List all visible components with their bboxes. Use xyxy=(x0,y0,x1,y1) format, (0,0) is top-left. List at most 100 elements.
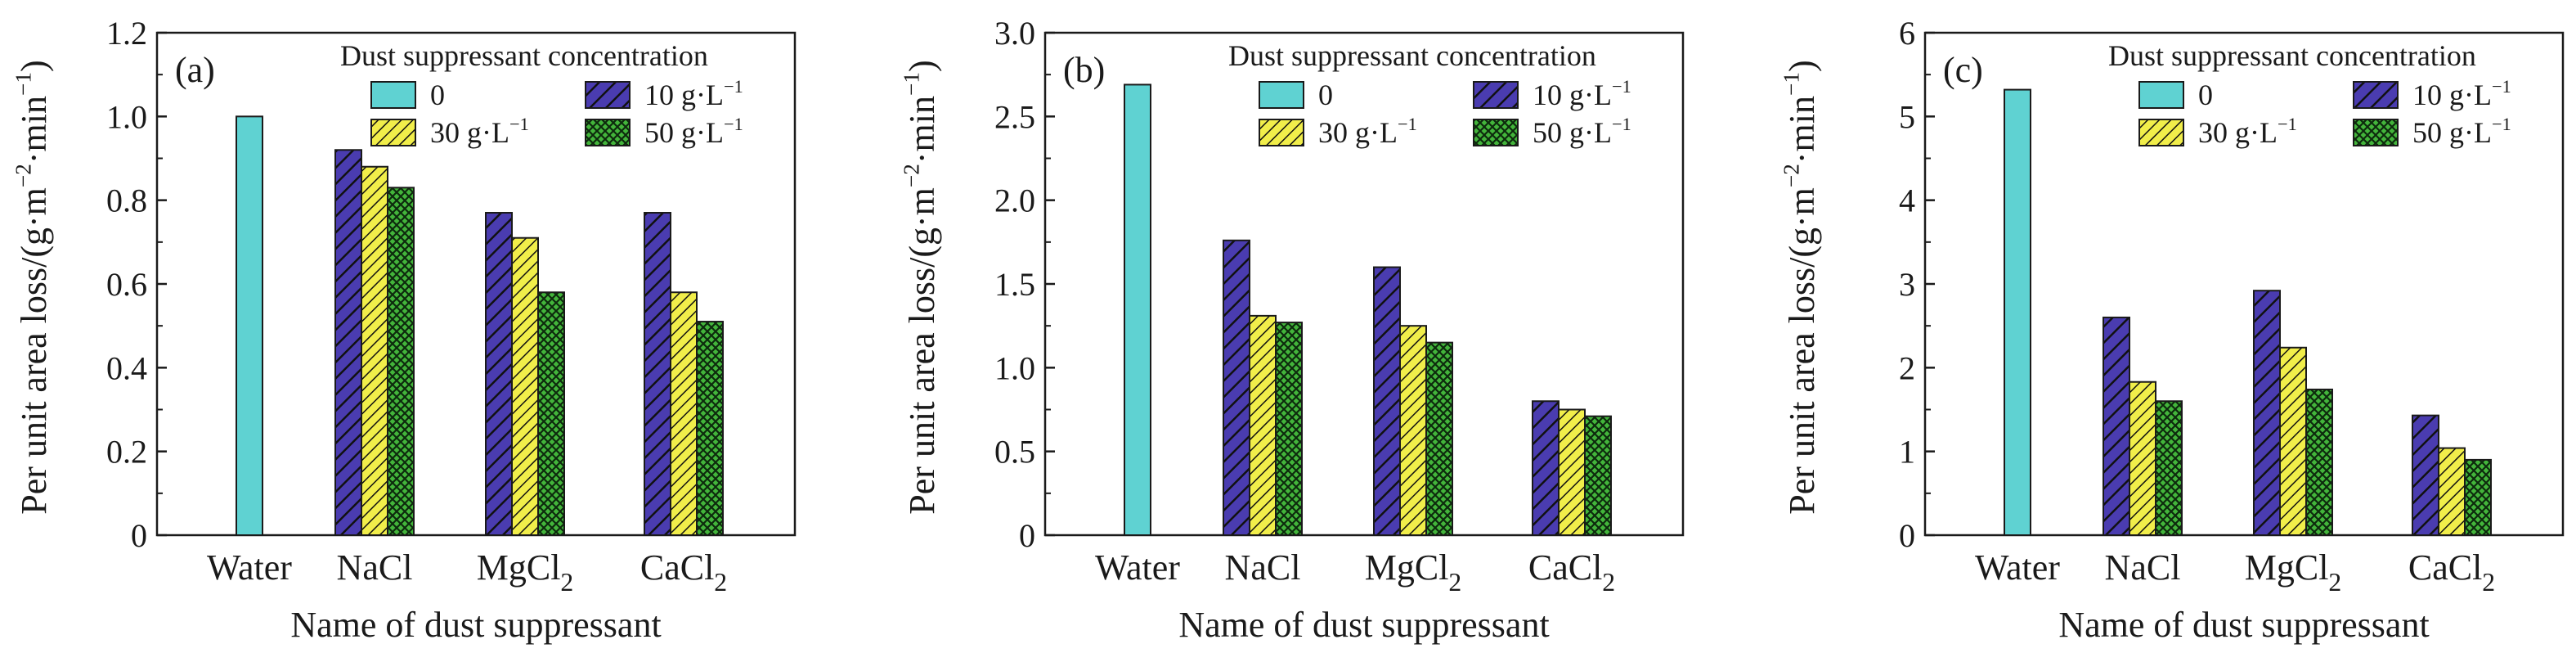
legend-swatch xyxy=(585,81,631,109)
y-tick-label: 6 xyxy=(1899,15,1915,52)
legend-swatch xyxy=(2353,119,2399,146)
x-axis-label: Name of dust suppressant xyxy=(290,605,661,645)
x-tick-label: CaCl2 xyxy=(2408,547,2495,597)
y-tick-label: 1.0 xyxy=(106,98,147,135)
y-tick-label: 2.0 xyxy=(994,182,1035,219)
x-tick-label: MgCl2 xyxy=(1365,547,1462,597)
bar-10-g-L--MgCl2 xyxy=(1373,266,1401,536)
bar-50-g-L--MgCl2 xyxy=(537,291,565,536)
legend-title: Dust suppressant concentration xyxy=(340,39,708,72)
legend-title: Dust suppressant concentration xyxy=(2108,39,2476,72)
legend-swatch xyxy=(2353,81,2399,109)
legend-swatch xyxy=(1473,119,1519,146)
bar-10-g-L--NaCl xyxy=(1223,239,1250,536)
bar-50-g-L--CaCl2 xyxy=(1584,415,1612,537)
x-tick-label: NaCl xyxy=(1225,547,1301,588)
bar-10-g-L--CaCl2 xyxy=(644,212,671,536)
y-tick-label: 3.0 xyxy=(994,15,1035,52)
x-axis-label: Name of dust suppressant xyxy=(1178,605,1549,645)
y-tick-label: 0.2 xyxy=(106,434,147,471)
y-tick-label: 1.2 xyxy=(106,15,147,52)
legend-entry: 30 g·L−1 xyxy=(1318,114,1417,149)
bar-0-Water xyxy=(2004,88,2031,536)
y-tick-label: 2.5 xyxy=(994,98,1035,135)
bar-10-g-L--MgCl2 xyxy=(485,212,513,536)
legend-entry: 0 xyxy=(2198,79,2213,111)
chart-panel-1: 0 0.2 0.4 0.6 0.8 1.0 1.2 Per unit area loss/(g… xyxy=(11,15,797,645)
x-tick-label: MgCl2 xyxy=(2245,547,2342,597)
bar-50-g-L--CaCl2 xyxy=(2464,458,2492,537)
panel-label: (b) xyxy=(1063,50,1105,90)
legend-entry: 0 xyxy=(430,79,445,111)
x-tick-label: CaCl2 xyxy=(640,547,727,597)
x-tick-label: Water xyxy=(207,547,292,588)
y-tick-label: 2 xyxy=(1899,349,1915,386)
legend-swatch xyxy=(1259,81,1304,109)
bar-10-g-L--CaCl2 xyxy=(2412,414,2439,536)
x-tick-label: MgCl2 xyxy=(477,547,574,597)
chart-panel-2: 0 0.5 1.0 1.5 2.0 2.5 3.0 Per unit area loss/(g… xyxy=(900,15,1685,645)
bar-10-g-L--NaCl xyxy=(2103,316,2130,536)
legend-swatch xyxy=(370,81,416,109)
bar-50-g-L--NaCl xyxy=(1275,322,1303,536)
x-tick-label: NaCl xyxy=(2105,547,2181,588)
y-tick-label: 0 xyxy=(1019,517,1035,554)
legend-entry: 50 g·L−1 xyxy=(1533,114,1631,149)
bar-50-g-L--NaCl xyxy=(2155,400,2183,536)
legend-swatch xyxy=(370,119,416,146)
x-tick-label: CaCl2 xyxy=(1528,547,1615,597)
bar-30-g-L--MgCl2 xyxy=(2279,346,2307,537)
legend-swatch xyxy=(1473,81,1519,109)
bar-30-g-L--NaCl xyxy=(361,165,388,536)
bar-30-g-L--MgCl2 xyxy=(1399,325,1427,536)
legend-entry: 30 g·L−1 xyxy=(2198,114,2297,149)
y-tick-label: 3 xyxy=(1899,266,1915,303)
bar-10-g-L--CaCl2 xyxy=(1532,400,1560,536)
y-tick-label: 0.5 xyxy=(994,434,1035,471)
bar-50-g-L--CaCl2 xyxy=(696,321,724,536)
legend-swatch xyxy=(2138,81,2184,109)
y-tick-label: 1.5 xyxy=(994,266,1035,303)
bar-30-g-L--MgCl2 xyxy=(511,236,539,536)
y-tick-label: 1.0 xyxy=(994,349,1035,386)
legend-entry: 30 g·L−1 xyxy=(430,114,529,149)
legend-swatch xyxy=(1259,119,1304,146)
bar-50-g-L--MgCl2 xyxy=(1425,341,1453,536)
bar-30-g-L--CaCl2 xyxy=(1558,408,1586,536)
legend-swatch xyxy=(2138,119,2184,146)
y-axis-label: Per unit area loss/(g·m−2·min−1) xyxy=(1779,60,1822,514)
y-axis-label: Per unit area loss/(g·m−2·min−1) xyxy=(900,60,942,514)
legend-entry: 10 g·L−1 xyxy=(2412,76,2511,111)
bar-30-g-L--CaCl2 xyxy=(670,291,698,536)
bar-30-g-L--NaCl xyxy=(2129,381,2156,537)
bar-0-Water xyxy=(236,115,263,536)
bar-0-Water xyxy=(1124,83,1151,537)
y-tick-label: 0 xyxy=(131,517,147,554)
panel-label: (a) xyxy=(175,50,215,90)
x-tick-label: NaCl xyxy=(337,547,413,588)
y-tick-label: 0.6 xyxy=(106,266,147,303)
y-axis-label: Per unit area loss/(g·m−2·min−1) xyxy=(11,60,54,514)
legend-entry: 50 g·L−1 xyxy=(2412,114,2511,149)
legend-title: Dust suppressant concentration xyxy=(1228,39,1596,72)
legend-swatch xyxy=(585,119,631,146)
y-tick-label: 1 xyxy=(1899,434,1915,471)
bar-30-g-L--CaCl2 xyxy=(2438,447,2466,536)
legend-entry: 10 g·L−1 xyxy=(1533,76,1631,111)
y-tick-label: 5 xyxy=(1899,98,1915,135)
panel-label: (c) xyxy=(1943,50,1983,90)
bar-10-g-L--MgCl2 xyxy=(2253,290,2281,536)
x-tick-label: Water xyxy=(1095,547,1180,588)
y-tick-label: 0.4 xyxy=(106,349,147,386)
chart-panel-3: 0 1 2 3 4 5 6 Per unit area loss/(g·m−2·min−1) N… xyxy=(1779,15,2565,645)
y-tick-label: 0.8 xyxy=(106,182,147,219)
x-axis-label: Name of dust suppressant xyxy=(2058,605,2429,645)
bar-50-g-L--MgCl2 xyxy=(2305,388,2333,536)
y-tick-label: 0 xyxy=(1899,517,1915,554)
bar-10-g-L--NaCl xyxy=(334,149,362,536)
bar-30-g-L--NaCl xyxy=(1249,314,1277,536)
y-tick-label: 4 xyxy=(1899,182,1915,219)
bar-50-g-L--NaCl xyxy=(387,187,415,536)
